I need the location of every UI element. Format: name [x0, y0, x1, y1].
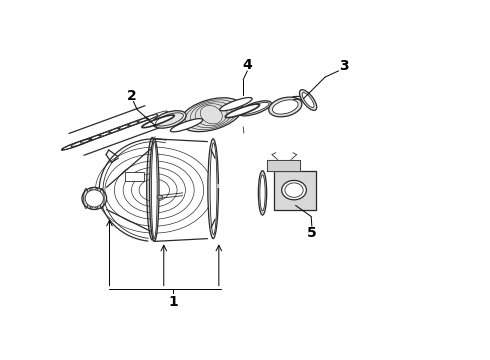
Ellipse shape	[82, 187, 107, 210]
Ellipse shape	[258, 171, 267, 215]
Polygon shape	[274, 171, 316, 210]
Ellipse shape	[180, 98, 242, 132]
Ellipse shape	[272, 100, 298, 114]
Text: 5: 5	[307, 226, 317, 240]
Text: 4: 4	[243, 58, 252, 72]
Text: 1: 1	[169, 296, 178, 309]
Ellipse shape	[147, 138, 158, 240]
Ellipse shape	[302, 93, 314, 108]
Ellipse shape	[239, 101, 271, 116]
FancyBboxPatch shape	[125, 172, 144, 181]
Ellipse shape	[61, 139, 92, 150]
Ellipse shape	[299, 90, 317, 111]
Ellipse shape	[260, 175, 265, 211]
Ellipse shape	[208, 139, 219, 239]
Text: 2: 2	[126, 89, 136, 103]
Ellipse shape	[153, 111, 186, 128]
Ellipse shape	[142, 115, 174, 128]
Ellipse shape	[171, 119, 203, 132]
Polygon shape	[267, 159, 300, 171]
Text: 3: 3	[340, 59, 349, 73]
Ellipse shape	[210, 143, 217, 234]
Ellipse shape	[157, 195, 163, 199]
Ellipse shape	[225, 104, 260, 118]
Ellipse shape	[269, 97, 302, 117]
Ellipse shape	[241, 102, 269, 114]
Ellipse shape	[85, 190, 103, 207]
Ellipse shape	[220, 98, 252, 111]
Ellipse shape	[151, 141, 157, 239]
Ellipse shape	[149, 139, 159, 242]
Ellipse shape	[282, 180, 306, 200]
